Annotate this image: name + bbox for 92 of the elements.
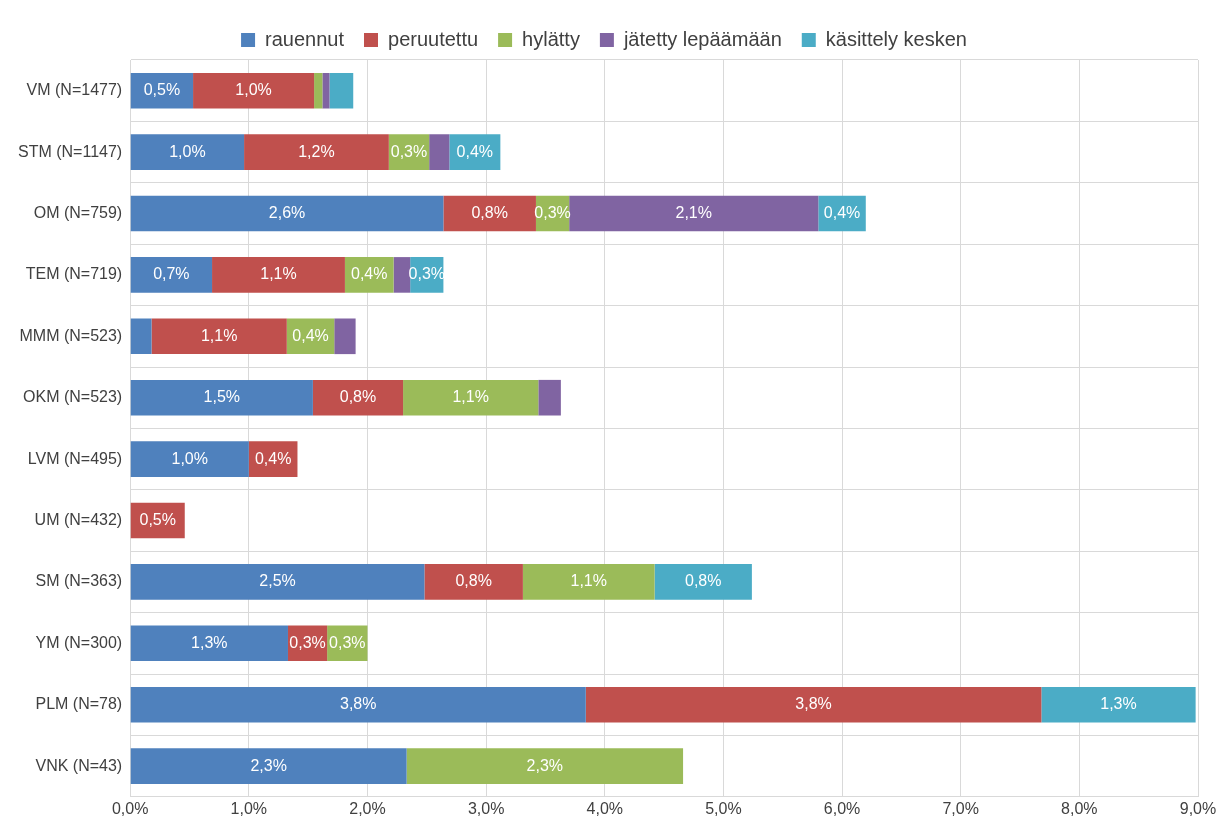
legend-label: peruutettu	[388, 27, 479, 50]
data-label: 0,3%	[289, 633, 326, 651]
data-label: 0,7%	[153, 265, 190, 283]
y-tick-label: SM (N=363)	[35, 572, 123, 590]
bar	[130, 441, 249, 477]
data-label: 3,8%	[340, 695, 377, 713]
legend-label: rauennut	[265, 27, 345, 50]
x-tick-label: 7,0%	[942, 799, 979, 817]
y-tick-label: TEM (N=719)	[25, 265, 123, 283]
bar	[314, 72, 323, 109]
data-label: 1,1%	[260, 265, 297, 283]
bar	[424, 564, 523, 600]
bar	[130, 195, 444, 232]
x-tick-label: 1,0%	[230, 799, 268, 817]
data-label: 2,3%	[250, 756, 287, 774]
bar	[522, 564, 655, 600]
data-label: 1,2%	[298, 142, 335, 160]
x-tick-label: 9,0%	[1179, 799, 1217, 817]
bar	[443, 195, 536, 232]
data-label: 1,3%	[191, 633, 228, 651]
bar	[538, 379, 561, 416]
data-label: 0,8%	[685, 572, 722, 590]
bar	[312, 379, 404, 416]
bar	[130, 748, 407, 784]
bar	[406, 748, 684, 784]
y-tick-label: MMM (N=523)	[19, 326, 123, 344]
y-tick-label: STM (N=1147)	[17, 142, 123, 160]
bar	[322, 72, 330, 109]
y-tick-label: PLM (N=78)	[35, 695, 123, 713]
data-label: 2,5%	[259, 572, 296, 590]
bar	[130, 134, 245, 170]
y-tick-label: LVM (N=495)	[27, 449, 123, 467]
bar	[130, 318, 152, 355]
legend-label: jätetty lepäämään	[622, 27, 782, 50]
data-label: 0,3%	[329, 633, 366, 651]
y-tick-label: VM (N=1477)	[26, 81, 123, 99]
bar	[393, 257, 411, 293]
data-label: 0,4%	[823, 203, 861, 221]
data-label: 1,5%	[203, 388, 241, 406]
data-label: 0,4%	[351, 265, 388, 283]
data-label: 2,1%	[675, 203, 712, 221]
legend-label: käsittely kesken	[825, 27, 967, 50]
bar	[193, 72, 315, 109]
y-tick-label: OKM (N=523)	[23, 388, 123, 406]
y-tick-label: YM (N=300)	[35, 633, 123, 651]
data-label: 1,3%	[1100, 695, 1137, 713]
data-label: 0,4%	[254, 449, 292, 467]
y-tick-label: VNK (N=43)	[35, 756, 123, 774]
bar	[130, 379, 313, 416]
bar	[130, 564, 425, 600]
bar	[130, 257, 213, 293]
bar	[130, 72, 194, 109]
x-tick-label: 8,0%	[1061, 799, 1098, 817]
data-label: 1,1%	[452, 388, 489, 406]
bar	[130, 686, 586, 723]
data-label: 1,0%	[169, 142, 206, 160]
data-label: 1,0%	[171, 449, 208, 467]
bar	[654, 564, 752, 600]
bar	[212, 257, 345, 293]
data-label: 1,0%	[235, 81, 272, 99]
bar	[585, 686, 1042, 723]
bar	[329, 72, 354, 109]
x-tick-label: 4,0%	[586, 799, 623, 817]
y-tick-label: OM (N=759)	[33, 203, 123, 221]
bar	[244, 134, 389, 170]
bar	[130, 625, 288, 662]
data-label: 0,5%	[143, 81, 181, 99]
x-tick-label: 2,0%	[349, 799, 386, 817]
data-label: 3,8%	[795, 695, 832, 713]
bar	[151, 318, 287, 355]
data-label: 0,4%	[456, 142, 494, 160]
data-label: 1,1%	[570, 572, 607, 590]
data-label: 1,1%	[200, 326, 238, 344]
x-tick-label: 5,0%	[705, 799, 742, 817]
legend-label: hylätty	[522, 27, 580, 50]
y-tick-label: UM (N=432)	[34, 510, 123, 528]
bar	[1041, 686, 1196, 723]
bar	[334, 318, 356, 355]
data-label: 0,8%	[471, 203, 508, 221]
data-label: 2,6%	[268, 203, 306, 221]
data-label: 0,4%	[292, 326, 329, 344]
bar	[403, 379, 539, 416]
x-tick-label: 3,0%	[467, 799, 505, 817]
data-label: 0,8%	[339, 388, 377, 406]
x-tick-label: 0,0%	[111, 799, 149, 817]
data-label: 0,3%	[390, 142, 428, 160]
data-label: 2,3%	[526, 756, 564, 774]
data-label: 0,8%	[455, 572, 492, 590]
data-label: 0,5%	[139, 510, 176, 528]
x-tick-label: 6,0%	[823, 799, 861, 817]
bar	[429, 134, 450, 170]
bar	[569, 195, 819, 232]
